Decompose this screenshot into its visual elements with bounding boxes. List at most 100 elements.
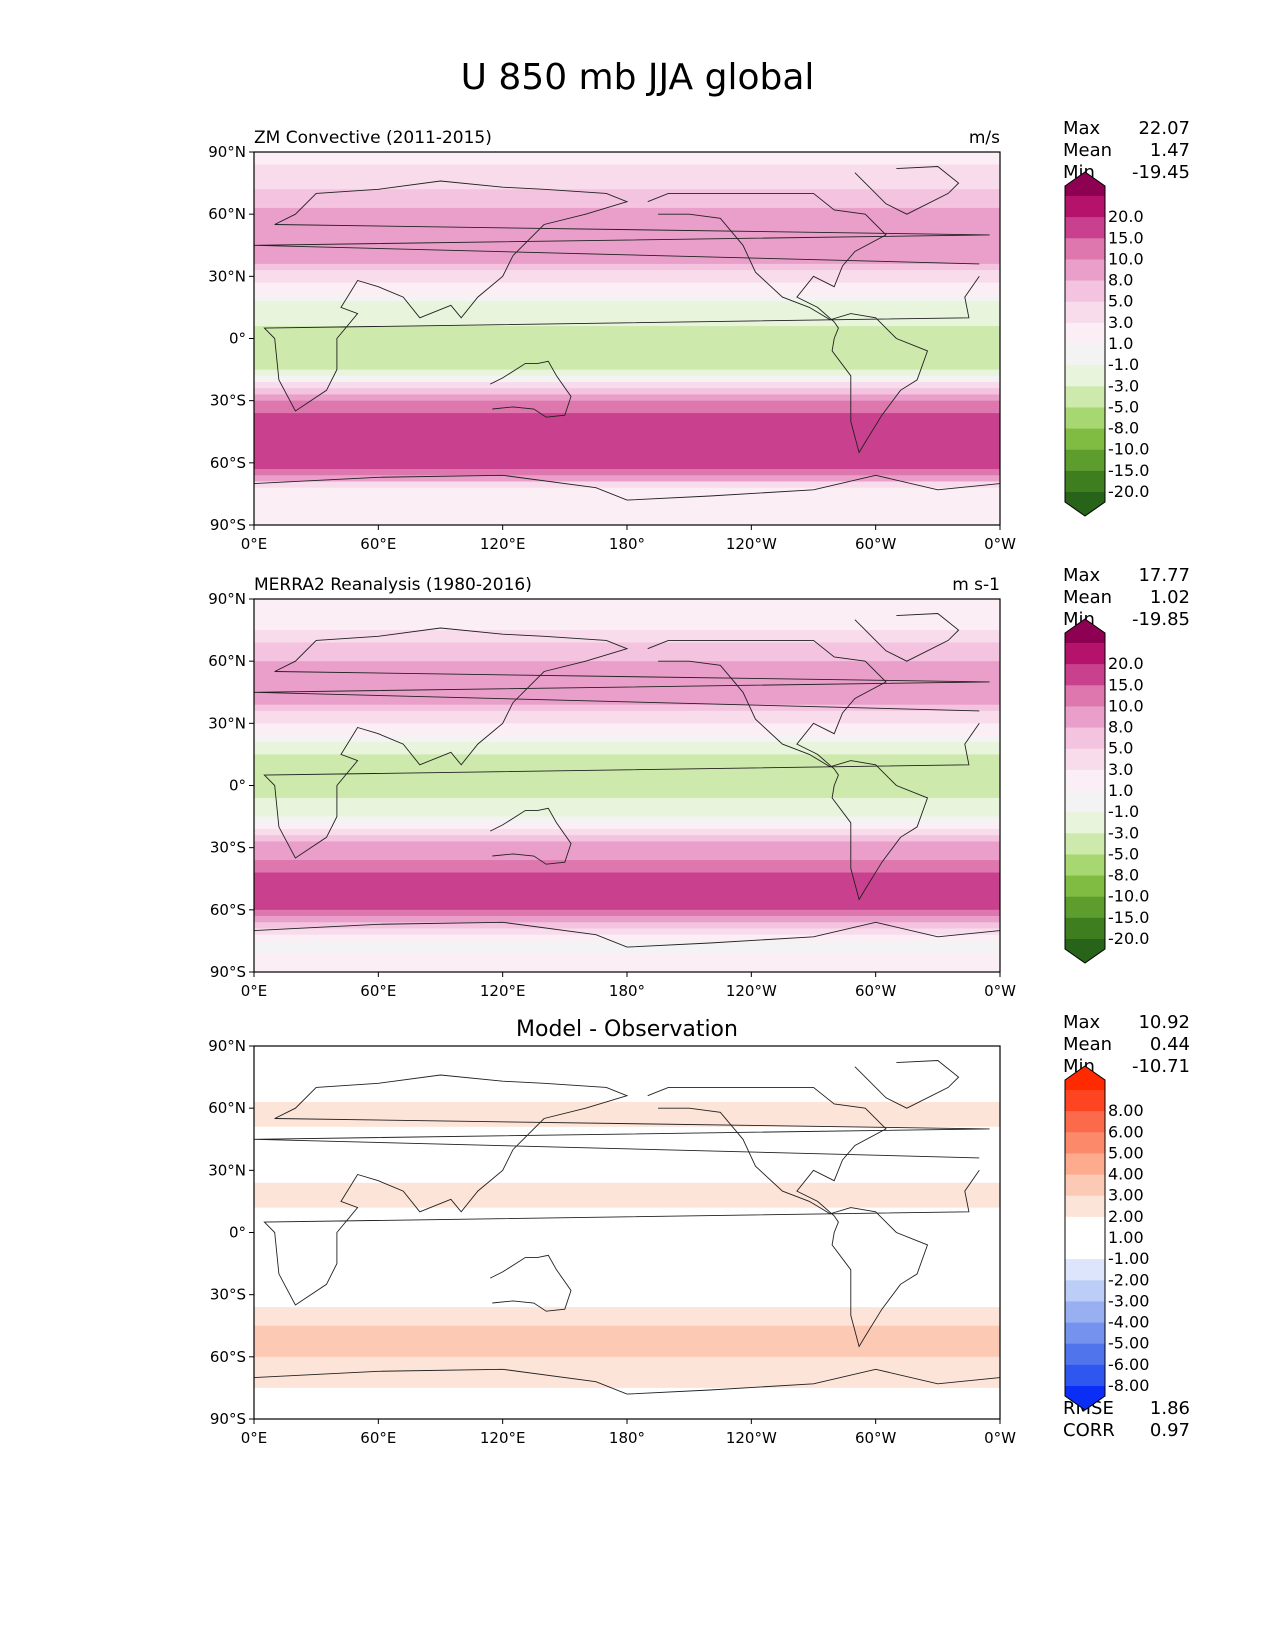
- stat-label: Max: [1063, 1012, 1101, 1033]
- heatmap-band: [254, 1387, 1000, 1395]
- colorbar: [1064, 618, 1106, 964]
- heatmap-band: [254, 959, 1000, 967]
- stat-label: Max: [1063, 118, 1101, 139]
- colorbar-level-label: 8.0: [1108, 718, 1133, 737]
- colorbar-level-label: -3.0: [1108, 823, 1139, 842]
- colorbar-segment: [1065, 854, 1105, 876]
- heatmap-band: [254, 170, 1000, 178]
- coastline: [253, 1368, 1001, 1395]
- heatmap-band: [254, 791, 1000, 799]
- y-tick-label: 30°S: [210, 839, 246, 857]
- heatmap-band: [254, 189, 1000, 197]
- colorbar-extension-bottom: [1065, 939, 1105, 963]
- heatmap-band: [254, 456, 1000, 464]
- heatmap-band: [254, 1114, 1000, 1122]
- heatmap-band: [254, 741, 1000, 749]
- heatmap-band: [254, 487, 1000, 495]
- heatmap-band: [254, 903, 1000, 911]
- heatmap-band: [254, 1139, 1000, 1147]
- heatmap-band: [254, 1294, 1000, 1302]
- y-tick-label: 60°N: [208, 205, 246, 223]
- y-tick-label: 60°S: [210, 1348, 246, 1366]
- colorbar-segment: [1065, 428, 1105, 451]
- coastline: [253, 921, 1001, 948]
- stat-value: 10.92: [1138, 1012, 1190, 1033]
- heatmap-band: [254, 419, 1000, 427]
- heatmap-band: [254, 735, 1000, 743]
- heatmap-band: [254, 804, 1000, 811]
- figure-title: U 850 mb JJA global: [460, 57, 815, 98]
- colorbar-segment: [1065, 917, 1105, 940]
- heatmap-band: [254, 294, 1000, 302]
- colorbar-segment: [1065, 1090, 1105, 1112]
- heatmap-band: [254, 667, 1000, 675]
- colorbar-segment: [1065, 643, 1105, 665]
- heatmap-band: [254, 1046, 1000, 1053]
- heatmap-band: [254, 245, 1000, 253]
- heatmap-band: [254, 375, 1000, 383]
- colorbar-segment: [1065, 322, 1105, 345]
- heatmap-band: [254, 475, 1000, 483]
- heatmap-band: [254, 176, 1000, 184]
- x-tick-label: 180°: [609, 982, 645, 1000]
- heatmap-band: [254, 1238, 1000, 1246]
- heatmap-band: [254, 1288, 1000, 1296]
- colorbar-level-label: -2.00: [1108, 1270, 1149, 1289]
- heatmap-band: [254, 748, 1000, 756]
- colorbar-segment: [1065, 896, 1105, 919]
- colorbar-level-label: 8.00: [1108, 1101, 1144, 1120]
- colorbar-segment: [1065, 386, 1105, 408]
- x-tick-label: 120°W: [726, 982, 777, 1000]
- heatmap-band: [254, 1244, 1000, 1252]
- heatmap-band: [254, 611, 1000, 619]
- coastline: [253, 474, 1001, 501]
- colorbar-segment: [1065, 685, 1105, 707]
- heatmap-band: [254, 158, 1000, 166]
- heatmap-band: [254, 835, 1000, 843]
- heatmap-band: [254, 437, 1000, 445]
- heatmap-band: [254, 704, 1000, 712]
- panel-left-title: MERRA2 Reanalysis (1980-2016): [254, 575, 532, 595]
- x-tick-label: 120°E: [480, 535, 526, 553]
- heatmap-band: [254, 1077, 1000, 1084]
- heatmap-band: [254, 754, 1000, 762]
- heatmap-band: [254, 773, 1000, 780]
- heatmap-band: [254, 1263, 1000, 1271]
- coastline: [647, 639, 929, 901]
- coastlines: [253, 1060, 1001, 1395]
- colorbar-level-label: -8.0: [1108, 866, 1139, 885]
- colorbar-level-label: 5.00: [1108, 1143, 1144, 1162]
- colorbar-segment: [1065, 1280, 1105, 1302]
- stat-label: Max: [1063, 565, 1101, 586]
- colorbar-segment: [1065, 470, 1105, 493]
- colorbar-level-label: -8.0: [1108, 419, 1139, 438]
- heatmap-band: [254, 847, 1000, 855]
- heatmap-band: [254, 431, 1000, 439]
- heatmap-band: [254, 493, 1000, 501]
- heatmap-band: [254, 965, 1000, 973]
- heatmap-band: [254, 350, 1000, 358]
- y-tick-label: 30°N: [208, 1161, 246, 1179]
- y-tick-label: 0°: [229, 1224, 246, 1242]
- heatmap-band: [254, 326, 1000, 333]
- colorbar: [1064, 171, 1106, 517]
- y-tick-label: 30°S: [210, 1286, 246, 1304]
- heatmap-band: [254, 1095, 1000, 1103]
- heatmap-band: [254, 878, 1000, 886]
- heatmap-band: [254, 810, 1000, 818]
- heatmap-band: [254, 1213, 1000, 1221]
- panel-left-title: ZM Convective (2011-2015): [254, 128, 492, 148]
- extra-stat-label: CORR: [1063, 1420, 1115, 1441]
- coastline: [253, 627, 990, 859]
- x-tick-label: 180°: [609, 1429, 645, 1447]
- colorbar-level-label: 1.00: [1108, 1228, 1144, 1247]
- heatmap-band: [254, 338, 1000, 346]
- colorbar-outline: [1064, 171, 1106, 517]
- heatmap-band: [254, 1226, 1000, 1234]
- colorbar-segment: [1065, 217, 1105, 239]
- heatmap-band: [254, 388, 1000, 396]
- heatmap-band: [254, 1195, 1000, 1203]
- colorbar-level-label: 3.0: [1108, 760, 1133, 779]
- coastline: [490, 1254, 572, 1312]
- heatmap-band: [254, 1406, 1000, 1414]
